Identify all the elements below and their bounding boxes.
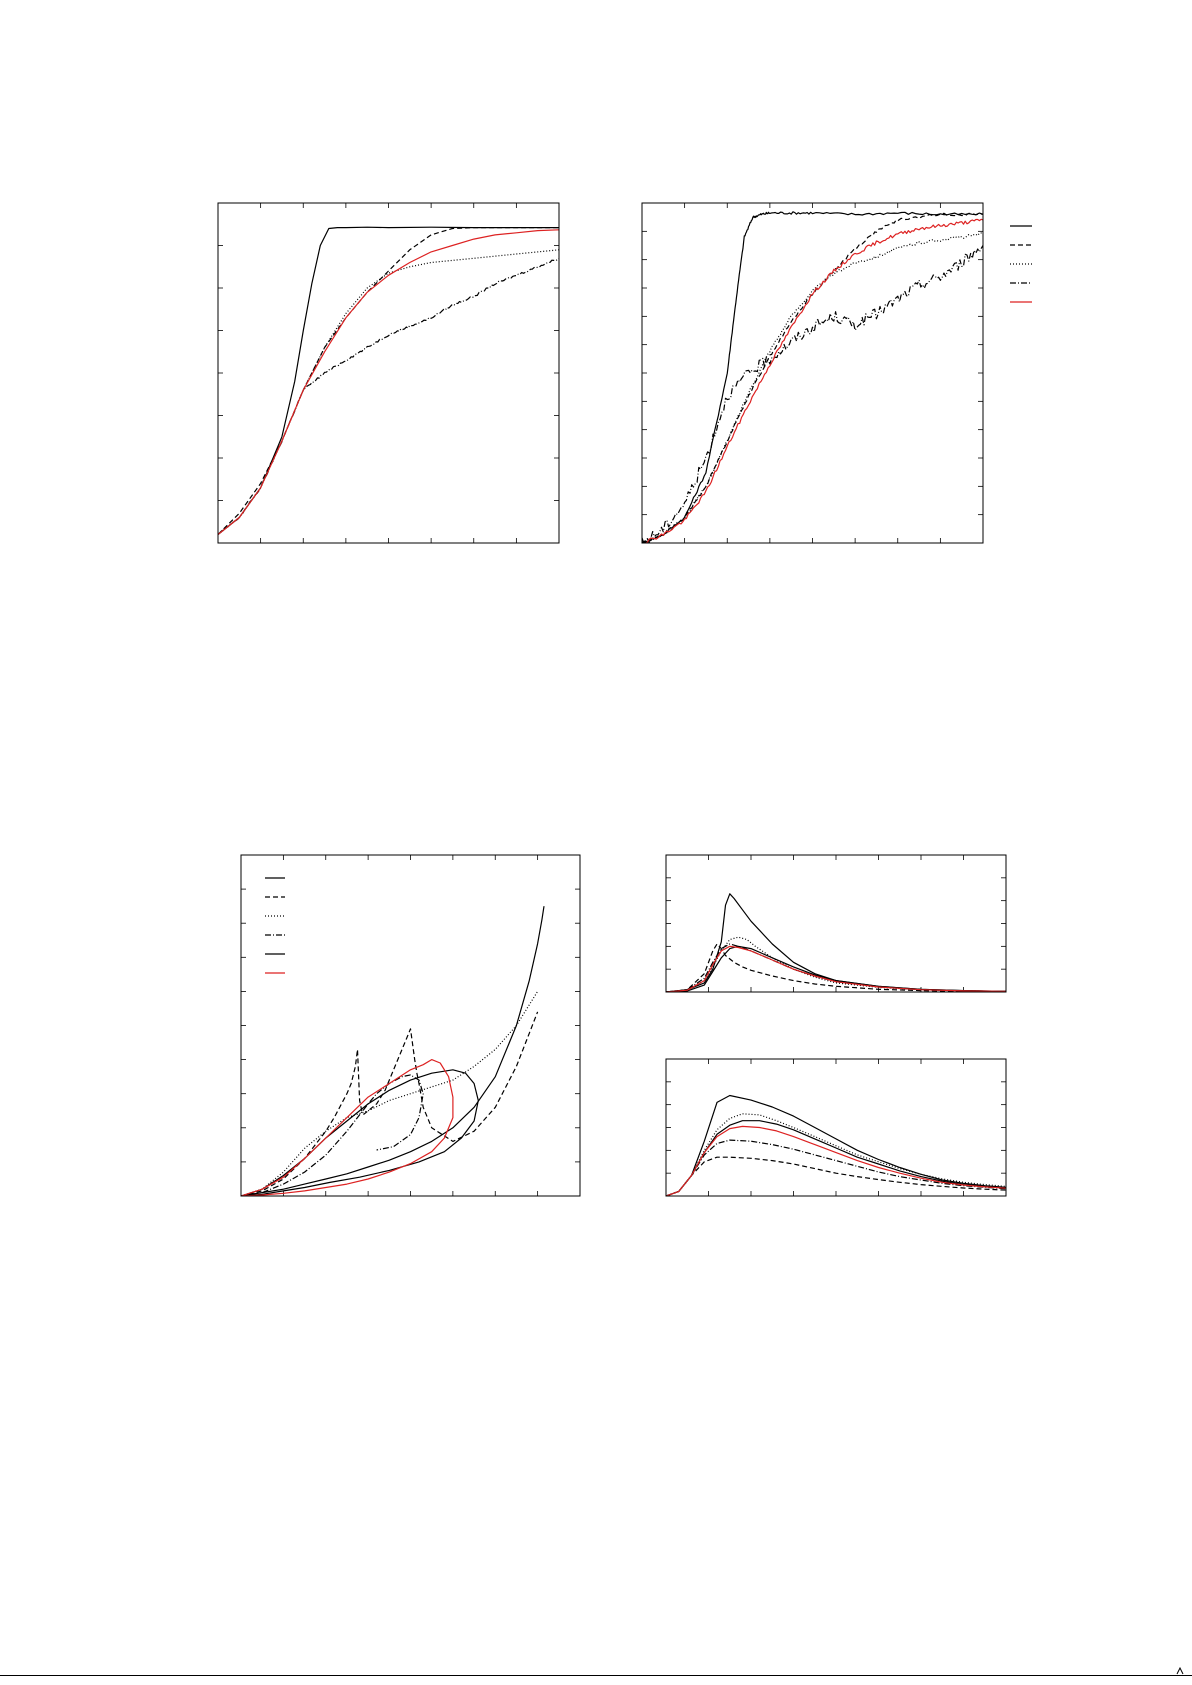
series-line-4 [642, 218, 983, 543]
plot-frame [240, 854, 581, 1197]
series-line-3 [218, 257, 559, 535]
series-line-1 [666, 1156, 1006, 1196]
page-corner-mark [1176, 1667, 1184, 1675]
series-line-3 [666, 1139, 1006, 1196]
series-line-2 [218, 249, 559, 535]
series-line-1 [241, 1011, 539, 1196]
chart-top-left [217, 202, 560, 544]
plot-frame [665, 854, 1007, 993]
series-line-3 [666, 943, 1006, 992]
series-line-0 [666, 1094, 1006, 1196]
plot-frame [665, 1058, 1007, 1197]
series-line-4 [666, 1120, 1006, 1196]
series-line-1 [218, 227, 559, 535]
series-line-2 [666, 1113, 1006, 1196]
series-line-4 [218, 229, 559, 535]
page-footer-rule [0, 1675, 1192, 1676]
series-line-4 [241, 1069, 479, 1196]
series-line-3 [642, 245, 983, 543]
series-line-5 [666, 1125, 1006, 1196]
series-line-5 [666, 945, 1006, 992]
series-line-0 [218, 226, 559, 535]
series-line-5 [241, 1059, 454, 1196]
plot-frame [217, 202, 560, 544]
plot-frame [641, 202, 984, 544]
series-line-1 [666, 943, 1006, 992]
series-line-4 [666, 945, 1006, 992]
series-line-0 [241, 906, 545, 1196]
series-line-0 [666, 893, 1006, 992]
chart-bottom-right-lower [665, 1058, 1007, 1197]
series-line-2 [241, 991, 539, 1196]
series-line-1 [642, 212, 983, 543]
series-line-2 [666, 936, 1006, 992]
chart-bottom-left [240, 854, 581, 1197]
chart-bottom-right-upper [665, 854, 1007, 993]
series-line-0 [642, 211, 983, 543]
chart-top-right [641, 202, 1032, 544]
series-line-2 [642, 232, 983, 543]
